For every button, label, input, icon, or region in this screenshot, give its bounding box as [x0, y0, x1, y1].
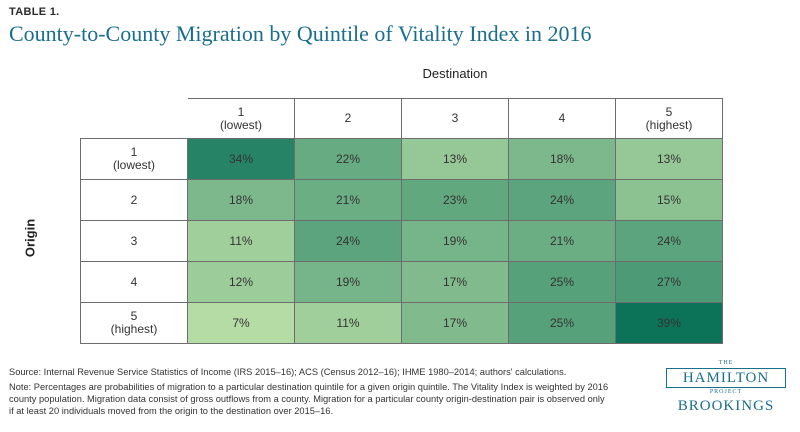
heatmap-cell: 23% — [402, 180, 509, 221]
heatmap-cell: 21% — [509, 221, 616, 262]
heatmap-cell: 34% — [188, 139, 295, 180]
footnotes: Source: Internal Revenue Service Statist… — [9, 366, 609, 420]
heatmap-cell: 19% — [402, 221, 509, 262]
heatmap-cell: 7% — [188, 303, 295, 344]
row-header: 3 — [81, 221, 188, 262]
column-header: 5 (highest) — [616, 99, 723, 139]
heatmap-cell: 18% — [509, 139, 616, 180]
heatmap-cell: 25% — [509, 262, 616, 303]
heatmap-cell: 15% — [616, 180, 723, 221]
row-axis-label: Origin — [22, 218, 38, 258]
heatmap-cell: 12% — [188, 262, 295, 303]
heatmap-cell: 21% — [295, 180, 402, 221]
row-header: 1 (lowest) — [81, 139, 188, 180]
heatmap-cell: 39% — [616, 303, 723, 344]
heatmap-cell: 25% — [509, 303, 616, 344]
column-header: 2 — [295, 99, 402, 139]
hamilton-brookings-logo: THE HAMILTON PROJECT BROOKINGS — [660, 360, 792, 424]
heatmap-cell: 24% — [509, 180, 616, 221]
method-note: Note: Percentages are probabilities of m… — [9, 382, 609, 416]
heatmap-cell: 11% — [188, 221, 295, 262]
row-header: 5 (highest) — [81, 303, 188, 344]
row-header: 2 — [81, 180, 188, 221]
heatmap-cell: 22% — [295, 139, 402, 180]
heatmap-table: 1 (lowest) 2 3 4 5 (highest) 1 (lowest) 34% 22%… — [80, 98, 723, 344]
heatmap-cell: 24% — [295, 221, 402, 262]
logo-the: THE — [718, 360, 734, 366]
logo-brookings: BROOKINGS — [677, 398, 775, 414]
column-header: 3 — [402, 99, 509, 139]
heatmap-cell: 11% — [295, 303, 402, 344]
heatmap-cell: 13% — [616, 139, 723, 180]
row-header: 4 — [81, 262, 188, 303]
source-note: Source: Internal Revenue Service Statist… — [9, 367, 567, 377]
heatmap-cell: 17% — [402, 262, 509, 303]
heatmap-cell: 17% — [402, 303, 509, 344]
column-axis-label: Destination — [422, 66, 488, 81]
column-header: 1 (lowest) — [188, 99, 295, 139]
logo-project: PROJECT — [709, 389, 743, 395]
table-corner — [80, 97, 188, 138]
column-header: 4 — [509, 99, 616, 139]
heatmap-cell: 18% — [188, 180, 295, 221]
heatmap-cell: 19% — [295, 262, 402, 303]
heatmap-cell: 27% — [616, 262, 723, 303]
table-label: TABLE 1. — [9, 6, 60, 18]
chart-title: County-to-County Migration by Quintile o… — [9, 21, 592, 46]
logo-hamilton: HAMILTON — [666, 368, 786, 388]
heatmap-cell: 13% — [402, 139, 509, 180]
heatmap-cell: 24% — [616, 221, 723, 262]
